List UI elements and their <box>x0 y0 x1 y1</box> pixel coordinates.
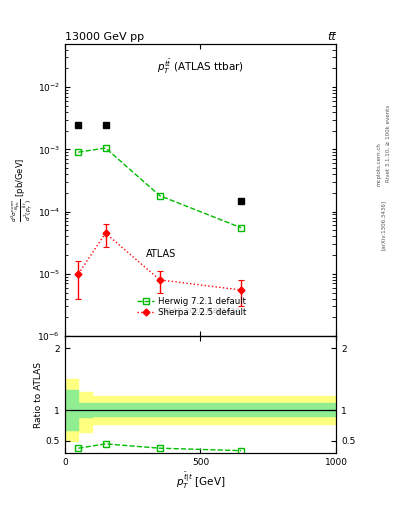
Text: ATLAS_2020_I1801434: ATLAS_2020_I1801434 <box>161 308 240 314</box>
Text: 13000 GeV pp: 13000 GeV pp <box>65 32 144 42</box>
X-axis label: $p^{\bar{t}|t}_T$ [GeV]: $p^{\bar{t}|t}_T$ [GeV] <box>176 471 225 491</box>
Y-axis label: Ratio to ATLAS: Ratio to ATLAS <box>34 361 43 428</box>
Y-axis label: $\frac{d^2\sigma^{norm}_{\cdot N_{jets}}}{d^2(p^{\bar{t}|t}_T)}$ [pb/GeV]: $\frac{d^2\sigma^{norm}_{\cdot N_{jets}}… <box>9 158 35 222</box>
Legend: Herwig 7.2.1 default, Sherpa 2.2.5 default: Herwig 7.2.1 default, Sherpa 2.2.5 defau… <box>137 296 246 317</box>
Text: ATLAS: ATLAS <box>146 248 176 259</box>
Text: $p_T^{t\bar{t}}$ (ATLAS ttbar): $p_T^{t\bar{t}}$ (ATLAS ttbar) <box>157 58 244 76</box>
Text: Rivet 3.1.10, ≥ 100k events: Rivet 3.1.10, ≥ 100k events <box>386 105 391 182</box>
Text: mcplots.cern.ch: mcplots.cern.ch <box>376 142 381 186</box>
Text: [arXiv:1306.3436]: [arXiv:1306.3436] <box>381 200 386 250</box>
Text: tt̅: tt̅ <box>327 32 336 42</box>
